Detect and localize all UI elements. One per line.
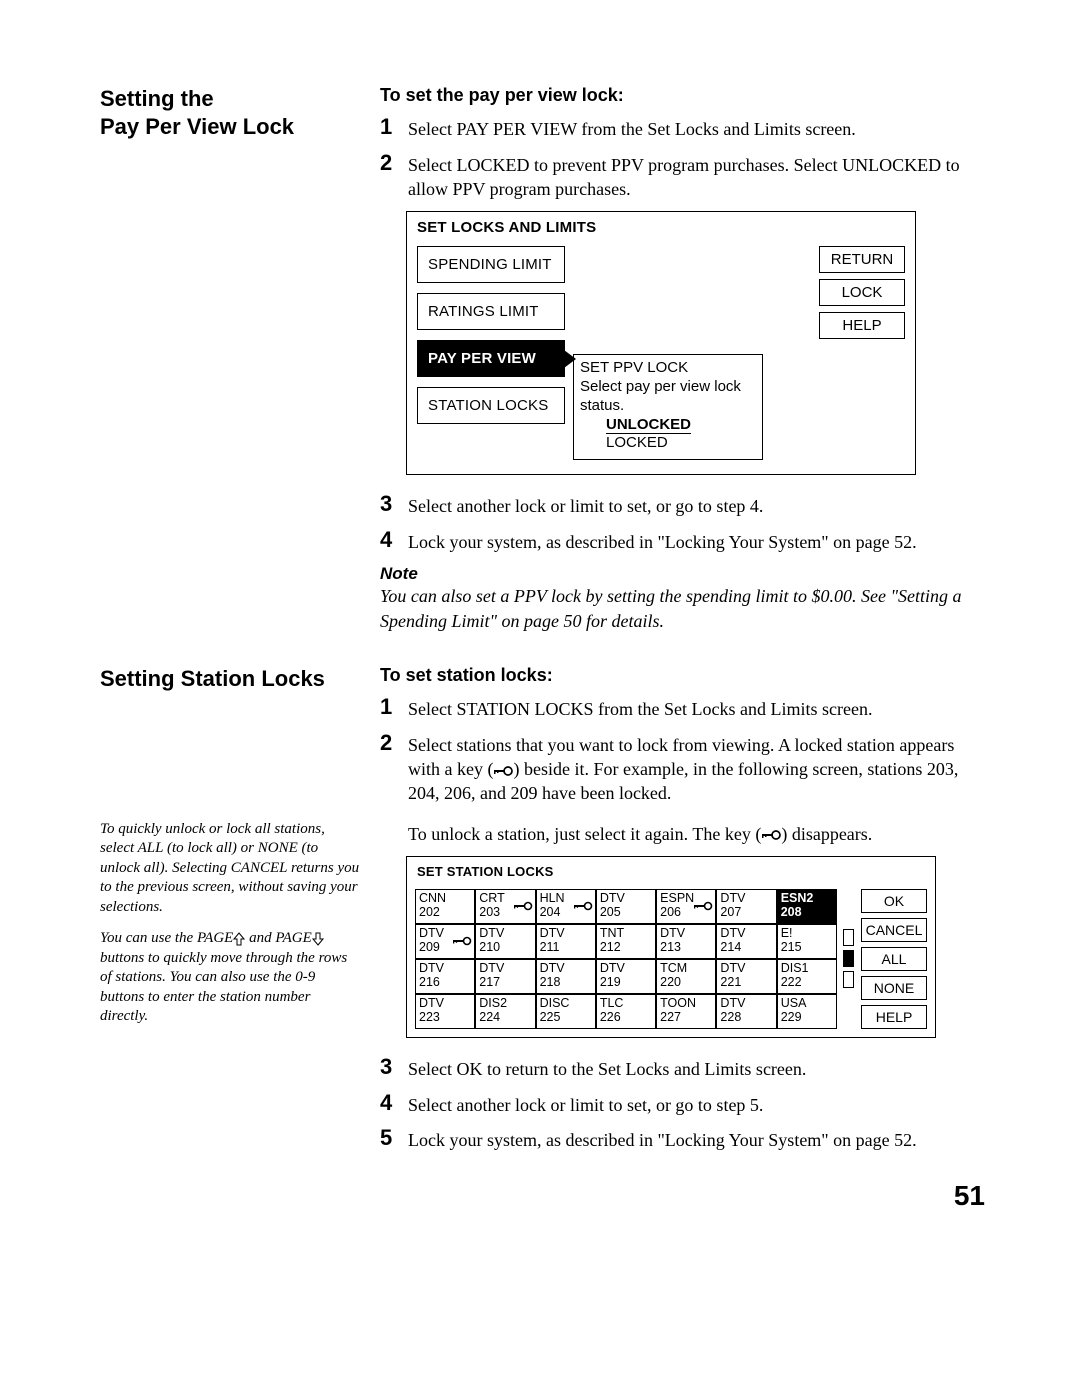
fig1-title: SET LOCKS AND LIMITS: [407, 212, 915, 246]
step-number: 4: [380, 1088, 408, 1118]
unlock-a: To unlock a station, just select it agai…: [408, 824, 761, 844]
station-cell-226[interactable]: TLC226: [596, 994, 656, 1029]
sl-step4: Select another lock or limit to set, or …: [408, 1088, 985, 1118]
ppv-heading: Setting the Pay Per View Lock: [100, 85, 360, 140]
step-number: 1: [380, 112, 408, 142]
station-cell-227[interactable]: TOON227: [656, 994, 716, 1029]
station-cell-206[interactable]: ESPN206: [656, 889, 716, 924]
ppv-step4: Lock your system, as described in "Locki…: [408, 525, 985, 555]
all-button[interactable]: ALL: [861, 947, 927, 971]
station-cell-225[interactable]: DISC225: [536, 994, 596, 1029]
scrollbar[interactable]: [843, 889, 855, 1029]
station-cell-209[interactable]: DTV209: [415, 924, 475, 959]
station-cell-211[interactable]: DTV211: [536, 924, 596, 959]
step-number: 3: [380, 489, 408, 519]
cancel-button[interactable]: CANCEL: [861, 918, 927, 942]
sidenote-1: To quickly unlock or lock all stations, …: [100, 820, 360, 918]
note-body: You can also set a PPV lock by setting t…: [380, 584, 985, 633]
sl-step3: Select OK to return to the Set Locks and…: [408, 1052, 985, 1082]
station-cell-229[interactable]: USA229: [777, 994, 837, 1029]
station-cell-217[interactable]: DTV217: [475, 959, 535, 994]
lock-button[interactable]: LOCK: [819, 279, 905, 306]
step-number: 3: [380, 1052, 408, 1082]
station-cell-212[interactable]: TNT212: [596, 924, 656, 959]
station-cell-210[interactable]: DTV210: [475, 924, 535, 959]
step-number: 2: [380, 148, 408, 202]
sidenote-2c: buttons to quickly move through the rows…: [100, 950, 347, 1025]
sl-step2: Select stations that you want to lock fr…: [408, 728, 985, 806]
step-number: 5: [380, 1123, 408, 1153]
ppv-option-locked[interactable]: LOCKED: [580, 434, 756, 453]
scroll-thumb: [843, 971, 854, 988]
key-icon: [493, 766, 513, 776]
step-number: 1: [380, 692, 408, 722]
popup-title: SET PPV LOCK: [580, 359, 756, 378]
ppv-step2: Select LOCKED to prevent PPV program pur…: [408, 148, 985, 202]
ppv-step1: Select PAY PER VIEW from the Set Locks a…: [408, 112, 985, 142]
station-cell-219[interactable]: DTV219: [596, 959, 656, 994]
ppv-subheading: To set the pay per view lock:: [380, 85, 985, 106]
station-locks-figure: SET STATION LOCKS CNN202CRT203HLN204DTV2…: [406, 856, 936, 1038]
ppv-step3: Select another lock or limit to set, or …: [408, 489, 985, 519]
station-cell-215[interactable]: E!215: [777, 924, 837, 959]
station-cell-222[interactable]: DIS1222: [777, 959, 837, 994]
page-number: 51: [954, 1180, 985, 1212]
sidenote-2a: You can use the PAGE: [100, 930, 233, 946]
ppv-option-unlocked[interactable]: UNLOCKED: [580, 416, 756, 435]
station-cell-202[interactable]: CNN202: [415, 889, 475, 924]
help-button[interactable]: HELP: [819, 312, 905, 339]
sl-heading: Setting Station Locks: [100, 665, 360, 693]
set-locks-figure: SET LOCKS AND LIMITS SPENDING LIMIT RATIN…: [406, 211, 916, 475]
popup-prompt: Select pay per view lock status.: [580, 378, 756, 416]
ppv-heading-l2: Pay Per View Lock: [100, 114, 294, 139]
fig2-title: SET STATION LOCKS: [407, 857, 935, 889]
ok-button[interactable]: OK: [861, 889, 927, 913]
station-cell-214[interactable]: DTV214: [716, 924, 776, 959]
key-icon: [761, 830, 781, 840]
return-button[interactable]: RETURN: [819, 246, 905, 273]
station-cell-220[interactable]: TCM220: [656, 959, 716, 994]
menu-item-pay-per-view[interactable]: PAY PER VIEW: [417, 340, 565, 377]
sl-step5: Lock your system, as described in "Locki…: [408, 1123, 985, 1153]
unlock-line: To unlock a station, just select it agai…: [408, 822, 985, 846]
station-cell-205[interactable]: DTV205: [596, 889, 656, 924]
unlock-b: ) disappears.: [781, 824, 872, 844]
sidenote-2b: and PAGE: [245, 930, 311, 946]
step-number: 2: [380, 728, 408, 806]
sidenote-2: You can use the PAGE and PAGE buttons to…: [100, 929, 360, 1027]
station-cell-228[interactable]: DTV228: [716, 994, 776, 1029]
station-cell-224[interactable]: DIS2224: [475, 994, 535, 1029]
station-cell-223[interactable]: DTV223: [415, 994, 475, 1029]
none-button[interactable]: NONE: [861, 976, 927, 1000]
station-cell-216[interactable]: DTV216: [415, 959, 475, 994]
help-button[interactable]: HELP: [861, 1005, 927, 1029]
page-up-icon: [233, 932, 245, 946]
note-label: Note: [380, 564, 985, 584]
sl-subheading: To set station locks:: [380, 665, 985, 686]
scroll-thumb: [843, 929, 854, 946]
station-cell-221[interactable]: DTV221: [716, 959, 776, 994]
menu-item-spending-limit[interactable]: SPENDING LIMIT: [417, 246, 565, 283]
scroll-thumb-active: [843, 950, 854, 967]
station-cell-207[interactable]: DTV207: [716, 889, 776, 924]
station-cell-208[interactable]: ESN2208: [777, 889, 837, 924]
sl-step1: Select STATION LOCKS from the Set Locks …: [408, 692, 985, 722]
station-cell-204[interactable]: HLN204: [536, 889, 596, 924]
ppv-heading-l1: Setting the: [100, 86, 214, 111]
page-down-icon: [312, 932, 324, 946]
menu-item-ratings-limit[interactable]: RATINGS LIMIT: [417, 293, 565, 330]
station-cell-213[interactable]: DTV213: [656, 924, 716, 959]
step-number: 4: [380, 525, 408, 555]
station-cell-218[interactable]: DTV218: [536, 959, 596, 994]
ppv-popup: SET PPV LOCK Select pay per view lock st…: [573, 354, 763, 460]
menu-item-station-locks[interactable]: STATION LOCKS: [417, 387, 565, 424]
station-cell-203[interactable]: CRT203: [475, 889, 535, 924]
